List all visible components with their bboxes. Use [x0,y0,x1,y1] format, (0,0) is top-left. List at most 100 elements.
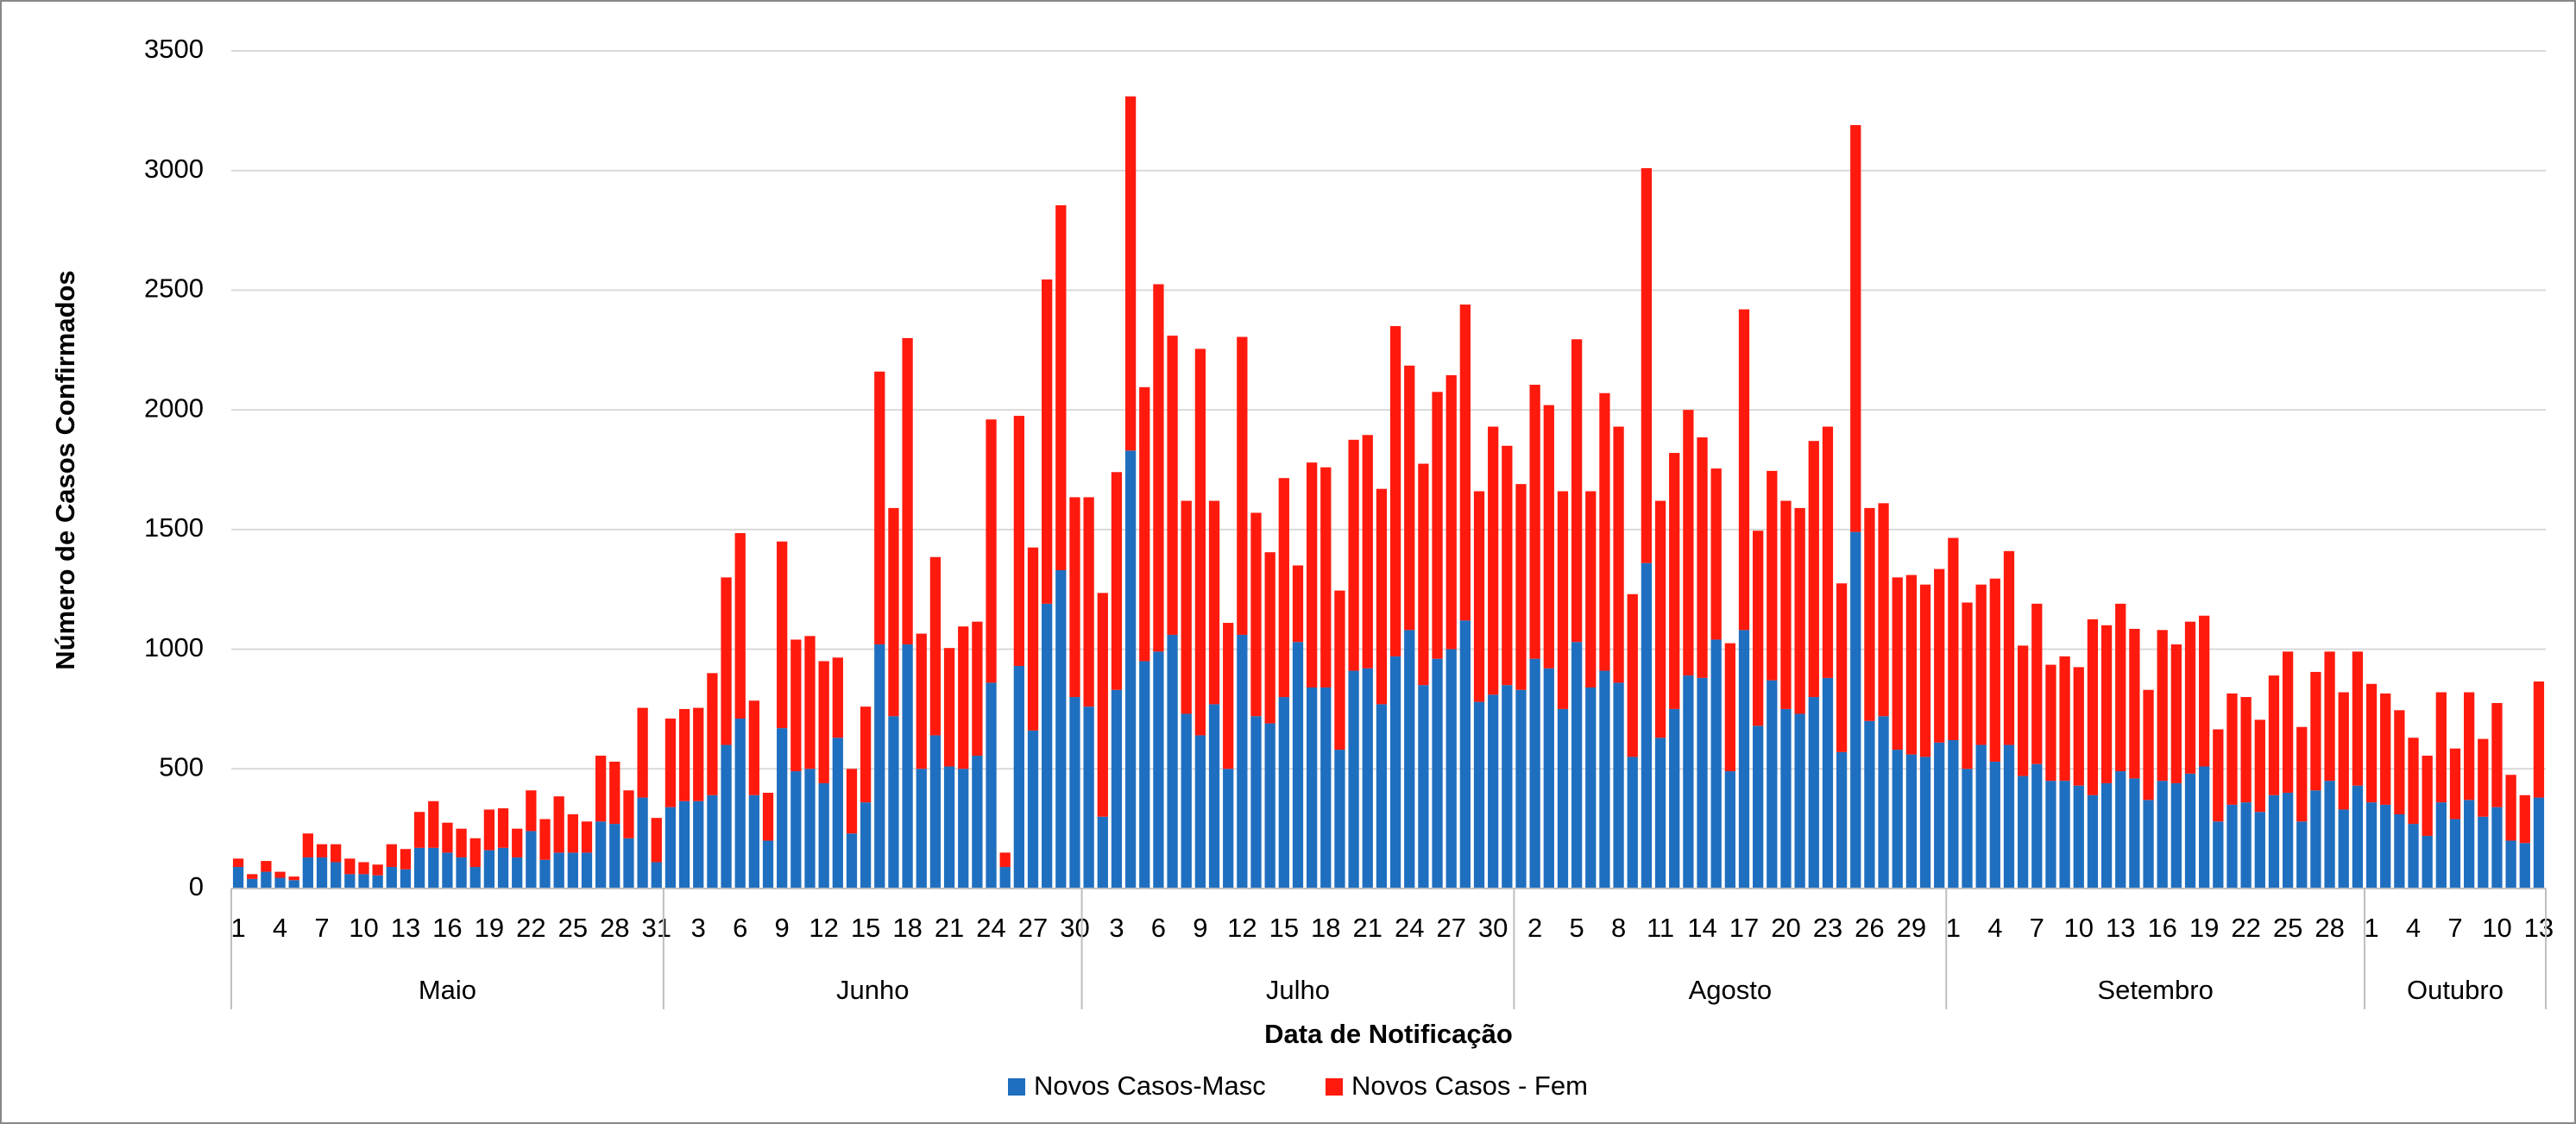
x-tick-label: 20 [1771,913,1800,943]
bar-segment [1808,697,1819,889]
bar-segment [1697,677,1708,889]
bar-segment [2184,621,2196,774]
bar-segment [261,871,272,889]
x-tick-label: 24 [976,913,1005,943]
bar-segment [637,707,648,798]
bar-segment [1585,687,1597,889]
bar-segment [1488,694,1499,889]
bar-segment [2017,645,2029,776]
bar-segment [1473,701,1485,889]
bar-segment [929,735,942,889]
bar-segment [693,707,704,801]
bar-segment [1571,642,1583,889]
bar-segment [1780,708,1792,889]
x-tick-label: 18 [1311,913,1340,943]
bar-segment [2129,778,2140,889]
bar-segment [2324,781,2335,889]
bar-segment [1753,531,1764,726]
bar-segment [832,657,843,738]
bar-segment [2478,816,2489,889]
x-tick-label: 18 [892,913,922,943]
bar-segment [609,824,620,889]
bar-segment [2254,719,2265,813]
bar-segment [1794,713,1805,889]
bar-segment [986,419,997,683]
bar-segment [553,796,564,853]
bar-segment [1027,547,1039,731]
y-axis-title: Número de Casos Confirmados [50,270,80,669]
bar-segment [428,847,439,889]
bar-segment [2394,710,2405,814]
bar-segment [1445,649,1457,889]
bar-segment [1223,623,1234,769]
bar-segment [1404,365,1415,631]
x-tick-label: 9 [1193,913,1207,943]
bar-segment [860,706,872,803]
y-tick-label: 1500 [144,512,204,543]
bar-segment [1223,769,1234,889]
bar-segment [804,769,816,889]
bar-segment [1892,750,1903,889]
bar-segment [1989,578,2000,762]
bar-segment [567,813,578,853]
x-tick-label: 2 [1527,913,1542,943]
bar-segment [1111,472,1123,690]
bar-segment [1124,450,1137,889]
bar-segment [2240,802,2252,889]
bar-segment [1654,500,1666,738]
x-tick-label: 29 [1897,913,1926,943]
bar-segment [1167,634,1178,889]
bar-segment [1836,583,1848,752]
bar-segment [372,864,383,876]
bar-segment [1278,478,1289,698]
bar-segment [1767,680,1778,889]
bar-segment [1669,453,1680,709]
x-tick-label: 21 [935,913,964,943]
bar-segment [358,862,369,875]
bar-segment [972,621,983,757]
x-tick-label: 10 [2064,913,2094,943]
bar-segment [1724,771,1735,889]
bar-segment [2365,802,2378,889]
bar-segment [902,644,913,889]
bar-segment [1208,500,1220,705]
bar-segment [2143,689,2154,801]
x-tick-label: 1 [2364,913,2378,943]
bar-segment [2380,804,2391,889]
x-tick-label: 1 [1946,913,1961,943]
bar-segment [651,862,662,889]
bar-segment [1306,462,1318,688]
y-tick-label: 500 [159,751,204,782]
bar-segment [1069,497,1080,698]
bar-segment [664,807,677,889]
bar-segment [1027,730,1039,889]
bar-segment [1083,497,1094,707]
bar-segment [1292,642,1304,889]
bar-segment [1836,751,1848,889]
bar-segment [302,833,314,857]
bar-segment [916,633,927,769]
bar-segment [943,648,955,767]
bar-segment [2296,821,2308,889]
x-tick-label: 14 [1687,913,1716,943]
bar-segment [1389,656,1401,889]
bar-segment [1627,593,1638,757]
x-tick-label: 24 [1395,913,1424,943]
legend-label: Novos Casos-Masc [1034,1071,1266,1101]
bar-segment [2170,782,2182,889]
month-label: Julho [1266,975,1330,1005]
bar-segment [1459,620,1471,889]
bar-segment [344,858,356,875]
bar-segment [1878,716,1889,889]
bar-segment [247,878,258,889]
bar-segment [1641,167,1653,563]
bar-segment [1292,565,1304,643]
x-tick-label: 17 [1729,913,1759,943]
bar-segment [2310,790,2321,889]
bar-segment [777,728,788,889]
x-tick-label: 7 [314,913,329,943]
x-tick-label: 3 [691,913,706,943]
bar-segment [678,708,690,801]
bar-segment [2435,802,2447,889]
bar-segment [1599,392,1610,671]
